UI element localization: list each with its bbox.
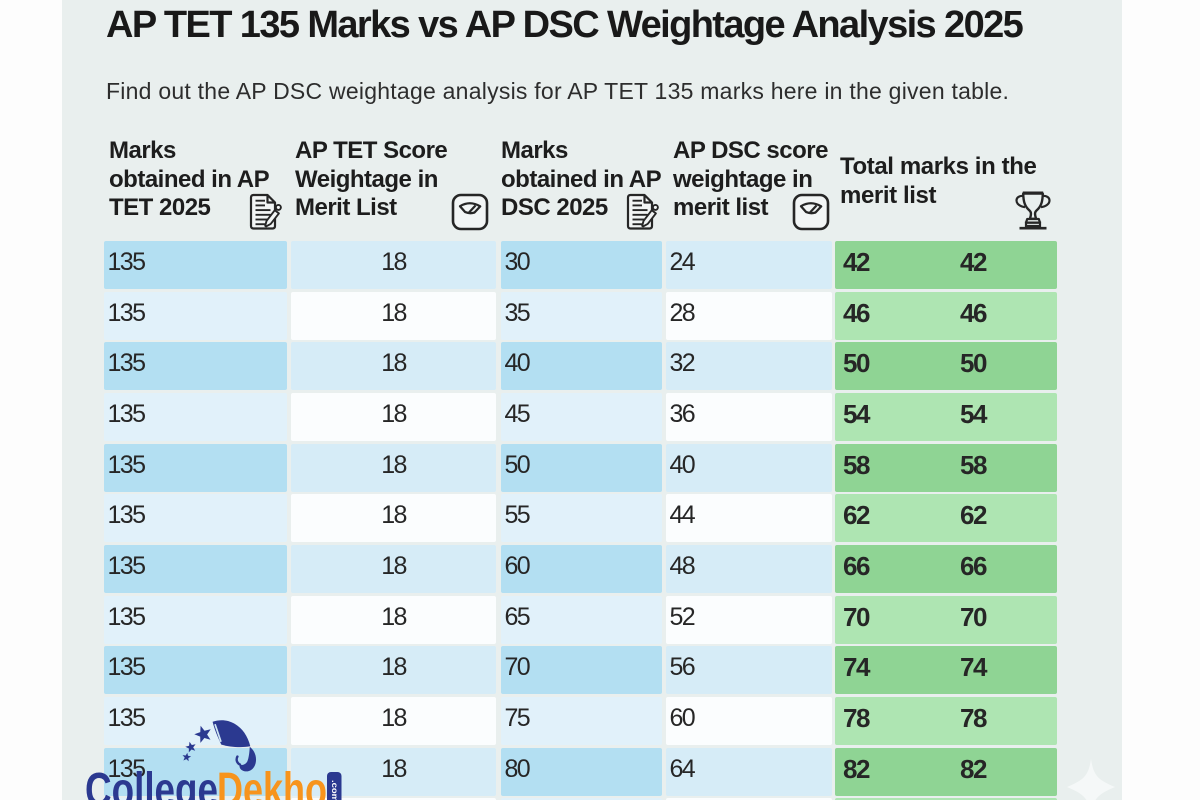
svg-text:College: College [85, 764, 218, 800]
svg-text:.com: .com [330, 780, 339, 800]
svg-text:Dekho: Dekho [217, 764, 327, 800]
